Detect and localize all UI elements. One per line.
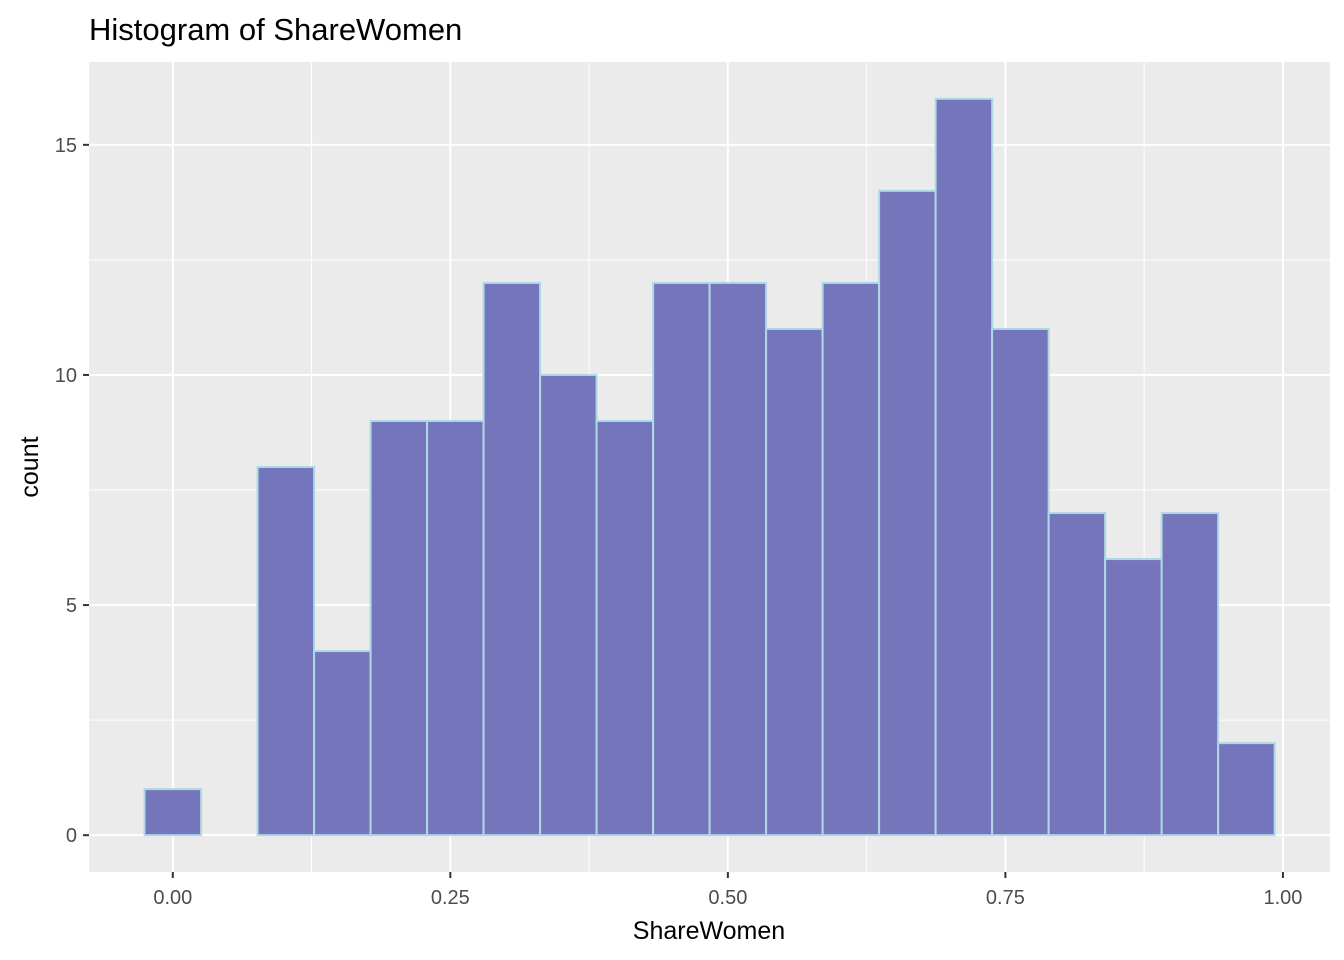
histogram-bar <box>708 281 768 837</box>
histogram-bar <box>821 281 881 837</box>
y-tick-label: 0 <box>66 825 77 847</box>
histogram-bar <box>765 327 824 837</box>
histogram-bar <box>313 650 372 837</box>
histogram-bar <box>426 419 485 837</box>
chart-title: Histogram of ShareWomen <box>89 12 462 47</box>
x-tick-label: 0.75 <box>986 887 1025 909</box>
histogram-bar <box>539 373 598 837</box>
x-axis-ticks: 0.00 0.25 0.50 0.75 1.00 <box>153 872 1302 909</box>
y-tick-label: 15 <box>55 135 77 157</box>
histogram-bar <box>482 281 542 837</box>
histogram-bar <box>1104 558 1163 837</box>
histogram-bar <box>652 281 711 837</box>
histogram-bar <box>1217 742 1276 837</box>
histogram-bar <box>1160 512 1220 837</box>
x-tick-label: 0.50 <box>708 887 747 909</box>
histogram-bar <box>595 419 655 837</box>
y-tick-label: 10 <box>55 365 77 387</box>
histogram-bar <box>256 466 316 837</box>
histogram-bar <box>878 189 937 837</box>
x-tick-label: 0.00 <box>153 887 192 909</box>
bars <box>143 97 1276 837</box>
histogram-bar <box>143 788 203 837</box>
histogram-bar <box>934 97 994 837</box>
x-tick-label: 1.00 <box>1263 887 1302 909</box>
y-axis-ticks: 0 5 10 15 <box>55 135 89 847</box>
y-axis-title: count <box>16 436 44 497</box>
histogram-bar <box>1047 512 1107 837</box>
x-axis-title: ShareWomen <box>633 917 785 945</box>
histogram-bar <box>991 327 1050 837</box>
x-tick-label: 0.25 <box>431 887 470 909</box>
y-tick-label: 5 <box>66 595 77 617</box>
histogram-bar <box>369 419 429 837</box>
